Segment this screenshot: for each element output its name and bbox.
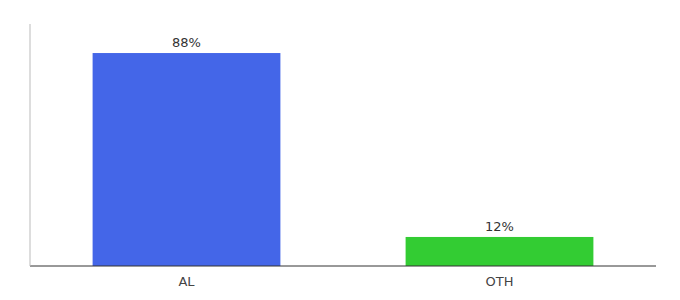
x-axis-line — [30, 266, 656, 267]
x-tick-label: OTH — [486, 274, 514, 289]
data-label: 12% — [485, 219, 514, 234]
bar — [406, 237, 594, 266]
data-label: 88% — [172, 35, 201, 50]
chart-svg: AL OTH 88% 12% — [0, 0, 680, 300]
x-tick-label: AL — [178, 274, 195, 289]
bar — [93, 53, 281, 266]
y-axis-line — [30, 24, 31, 266]
bars — [93, 53, 594, 266]
chart-container: AL OTH 88% 12% — [0, 0, 680, 300]
